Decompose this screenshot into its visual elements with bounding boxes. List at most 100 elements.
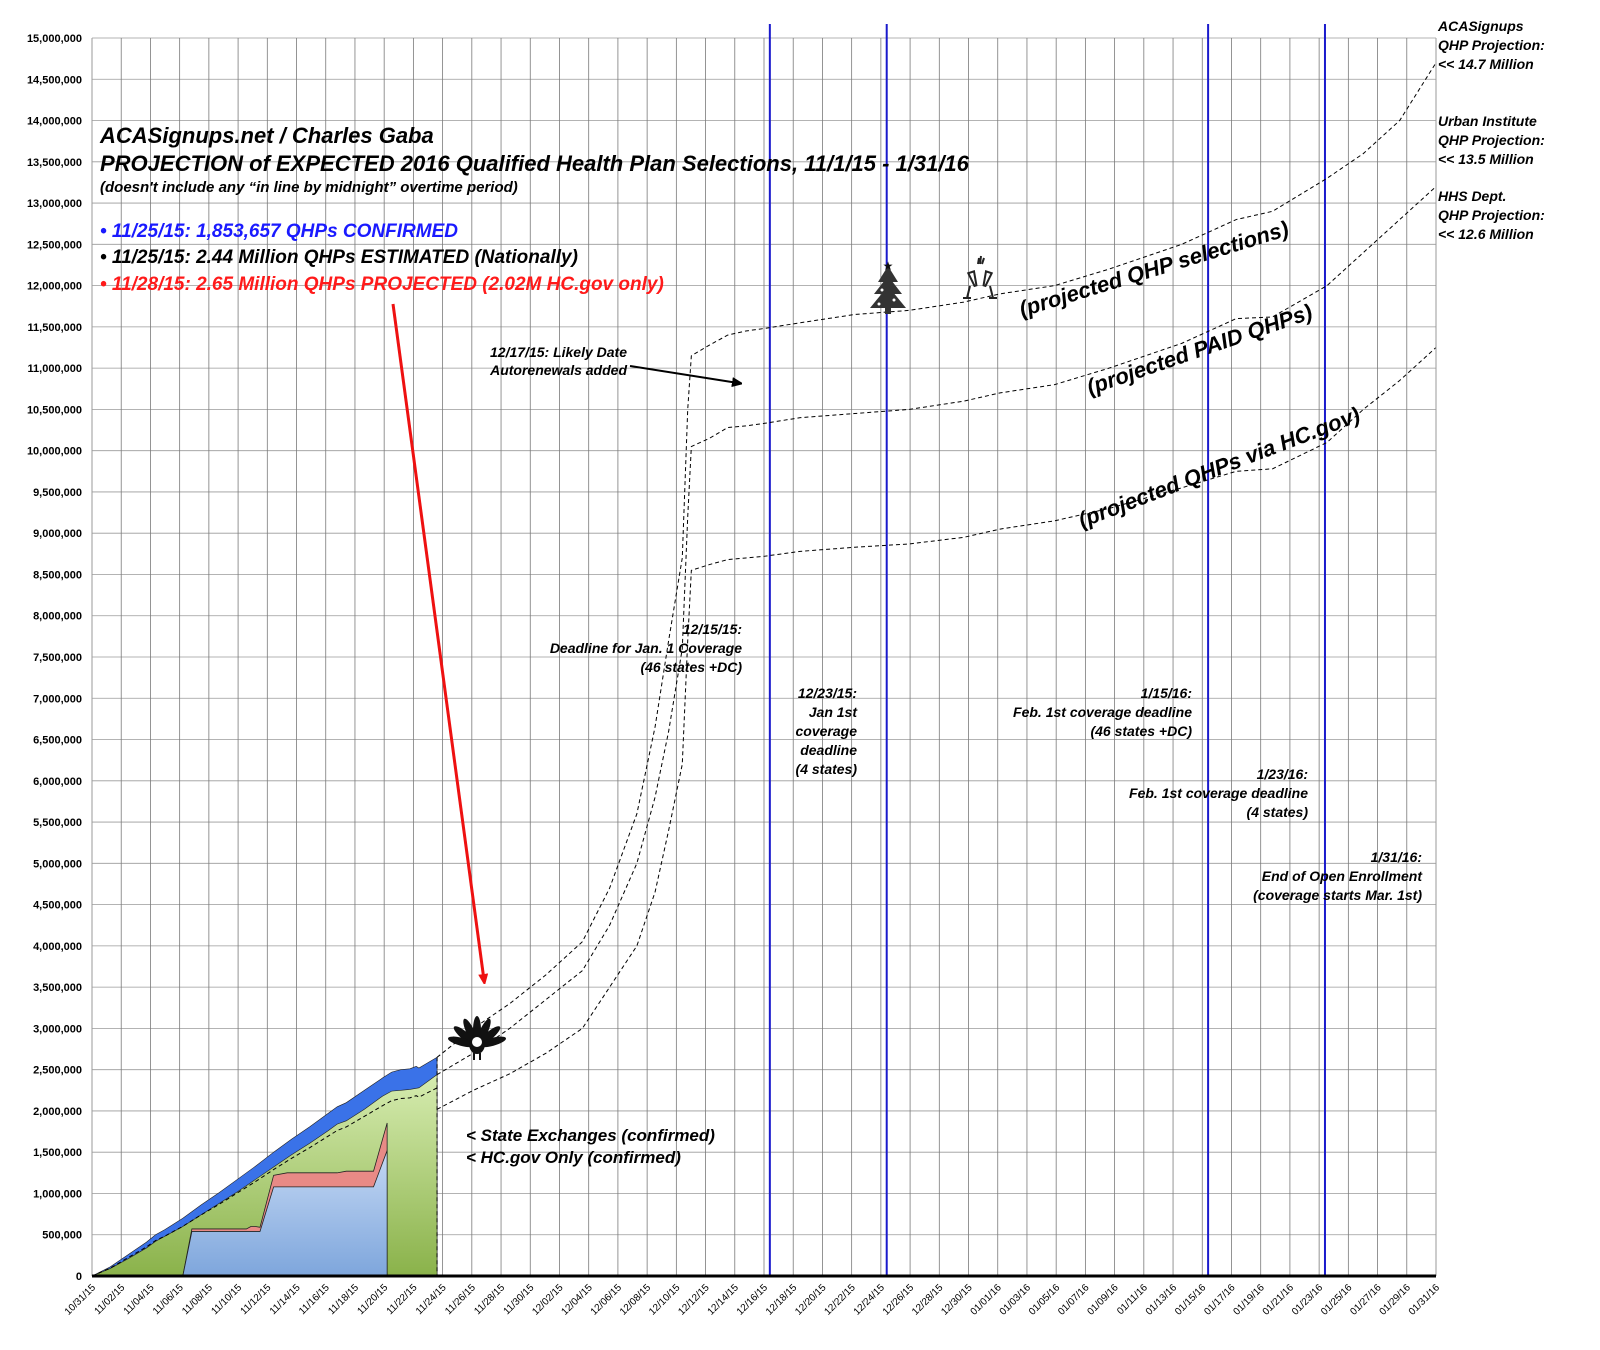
svg-text:1/15/16:: 1/15/16:: [1141, 685, 1192, 701]
svg-text:(46 states +DC): (46 states +DC): [1090, 723, 1192, 739]
series-line: [436, 62, 1437, 1058]
y-tick-label: 9,000,000: [33, 528, 82, 540]
y-tick-label: 13,000,000: [27, 198, 82, 210]
urban-institute-projection-label: Urban Institute QHP Projection: << 13.5 …: [1438, 113, 1545, 167]
x-axis: 10/31/1511/02/1511/04/1511/06/1511/08/15…: [63, 1274, 1442, 1318]
confirmed-trend-line: [91, 1087, 438, 1277]
y-tick-label: 8,000,000: [33, 611, 82, 623]
confirmed-areas: [91, 1056, 438, 1277]
y-tick-label: 500,000: [42, 1230, 82, 1242]
svg-text:deadline: deadline: [800, 742, 857, 758]
svg-text:QHP Projection:: QHP Projection:: [1438, 37, 1545, 53]
x-tick-label: 11/10/15: [209, 1282, 244, 1317]
svg-text:QHP Projection:: QHP Projection:: [1438, 132, 1545, 148]
acasignups-projection-label: ACASignups QHP Projection: << 14.7 Milli…: [1437, 18, 1545, 72]
deadline-1215-annotation: 12/15/15: Deadline for Jan. 1 Coverage (…: [550, 621, 743, 675]
x-tick-label: 11/08/15: [180, 1282, 215, 1317]
chart-title: ACASignups.net / Charles Gaba: [99, 123, 434, 148]
y-tick-label: 5,500,000: [33, 817, 82, 829]
deadline-0123-annotation: 1/23/16: Feb. 1st coverage deadline (4 s…: [1129, 766, 1308, 820]
svg-text:Deadline for Jan. 1 Coverage: Deadline for Jan. 1 Coverage: [550, 640, 742, 656]
x-tick-label: 11/24/15: [414, 1282, 449, 1317]
y-tick-label: 3,000,000: [33, 1023, 82, 1035]
y-tick-label: 9,500,000: [33, 487, 82, 499]
y-tick-label: 12,500,000: [27, 239, 82, 251]
state-exchanges-label: < State Exchanges (confirmed): [466, 1126, 715, 1145]
x-tick-label: 11/26/15: [443, 1282, 478, 1317]
svg-text:(46 states +DC): (46 states +DC): [640, 659, 742, 675]
x-tick-label: 11/18/15: [326, 1282, 361, 1317]
x-tick-label: 11/06/15: [151, 1282, 186, 1317]
y-tick-label: 1,500,000: [33, 1147, 82, 1159]
x-tick-label: 11/22/15: [385, 1282, 420, 1317]
y-tick-label: 11,000,000: [28, 363, 82, 375]
svg-text:Jan 1st: Jan 1st: [809, 704, 859, 720]
y-tick-label: 7,500,000: [33, 652, 82, 664]
svg-text:ACASignups: ACASignups: [1437, 18, 1524, 34]
series-label-paid-qhps: (projected PAID QHPs): [1083, 299, 1315, 400]
x-tick-label: 11/02/15: [93, 1282, 128, 1317]
svg-text:12/23/15:: 12/23/15:: [798, 685, 857, 701]
series-label-qhp-selections: (projected QHP selections): [1016, 216, 1291, 322]
svg-text:(4 states): (4 states): [1247, 804, 1309, 820]
svg-text:Autorenewals added: Autorenewals added: [489, 362, 627, 378]
chart-note: (doesn't include any “in line by midnigh…: [100, 179, 518, 196]
svg-text:End of Open Enrollment: End of Open Enrollment: [1262, 868, 1424, 884]
deadline-0131-annotation: 1/31/16: End of Open Enrollment (coverag…: [1253, 849, 1423, 903]
y-tick-label: 12,000,000: [27, 281, 82, 293]
y-tick-label: 10,000,000: [27, 446, 82, 458]
y-tick-label: 6,500,000: [33, 735, 82, 747]
svg-text:12/15/15:: 12/15/15:: [683, 621, 742, 637]
turkey-icon: [447, 1016, 507, 1060]
svg-text:1/23/16:: 1/23/16:: [1257, 766, 1308, 782]
y-tick-label: 2,500,000: [33, 1065, 82, 1077]
y-tick-label: 1,000,000: [33, 1188, 82, 1200]
svg-text:(4 states): (4 states): [796, 761, 858, 777]
y-tick-label: 13,500,000: [27, 157, 82, 169]
svg-text:1/31/16:: 1/31/16:: [1371, 849, 1422, 865]
autorenewal-arrow: [629, 365, 738, 383]
y-tick-label: 14,000,000: [27, 116, 82, 128]
deadline-0115-annotation: 1/15/16: Feb. 1st coverage deadline (46 …: [1013, 685, 1192, 739]
svg-text:★: ★: [883, 259, 894, 273]
hcgov-only-label: < HC.gov Only (confirmed): [466, 1148, 681, 1167]
y-tick-label: 14,500,000: [27, 74, 82, 86]
y-tick-label: 7,000,000: [33, 693, 82, 705]
y-tick-label: 15,000,000: [27, 33, 82, 45]
series-line: [436, 347, 1437, 1110]
svg-text:(coverage starts Mar. 1st): (coverage starts Mar. 1st): [1253, 887, 1422, 903]
projection-series: [436, 62, 1437, 1110]
svg-text:<< 12.6 Million: << 12.6 Million: [1438, 226, 1534, 242]
x-tick-label: 10/31/15: [63, 1282, 99, 1318]
deadline-lines: [768, 24, 1326, 1276]
y-tick-label: 2,000,000: [33, 1106, 82, 1118]
x-tick-label: 11/12/15: [239, 1282, 274, 1317]
x-tick-label: 11/28/15: [472, 1282, 507, 1317]
christmas-tree-icon: ★: [870, 259, 906, 314]
y-tick-label: 4,500,000: [33, 900, 82, 912]
y-tick-label: 5,000,000: [33, 858, 82, 870]
y-axis: 0 500,000 1,000,000 1,500,000 2,000,000 2,500…: [27, 33, 1437, 1283]
x-tick-label: 11/14/15: [268, 1282, 303, 1317]
grid: [91, 37, 1437, 1277]
svg-text:12/17/15: Likely Date: 12/17/15: Likely Date: [490, 344, 627, 360]
y-tick-label: 10,500,000: [27, 404, 82, 416]
chart-subtitle: PROJECTION of EXPECTED 2016 Qualified He…: [100, 151, 970, 176]
hcgov-confirmed-area: [182, 1150, 388, 1277]
deadline-1223-annotation: 12/23/15: Jan 1st coverage deadline (4 s…: [796, 685, 859, 777]
svg-text:Feb. 1st coverage deadline: Feb. 1st coverage deadline: [1129, 785, 1308, 801]
svg-text:<< 14.7 Million: << 14.7 Million: [1438, 56, 1534, 72]
y-tick-label: 4,000,000: [33, 941, 82, 953]
projection-arrow: [391, 303, 484, 980]
svg-text:Feb. 1st coverage deadline: Feb. 1st coverage deadline: [1013, 704, 1192, 720]
hhs-projection-label: HHS Dept. QHP Projection: << 12.6 Millio…: [1438, 188, 1545, 242]
series-label-hcgov: (projected QHPs via HC.gov): [1075, 402, 1364, 533]
stat-estimated: • 11/25/15: 2.44 Million QHPs ESTIMATED …: [100, 247, 578, 268]
svg-text:HHS Dept.: HHS Dept.: [1438, 188, 1506, 204]
y-tick-label: 3,500,000: [33, 982, 82, 994]
autorenewal-annotation: 12/17/15: Likely Date Autorenewals added: [489, 344, 627, 378]
champagne-icon: [963, 255, 997, 299]
y-tick-label: 11,500,000: [28, 322, 82, 334]
svg-text:coverage: coverage: [796, 723, 858, 739]
